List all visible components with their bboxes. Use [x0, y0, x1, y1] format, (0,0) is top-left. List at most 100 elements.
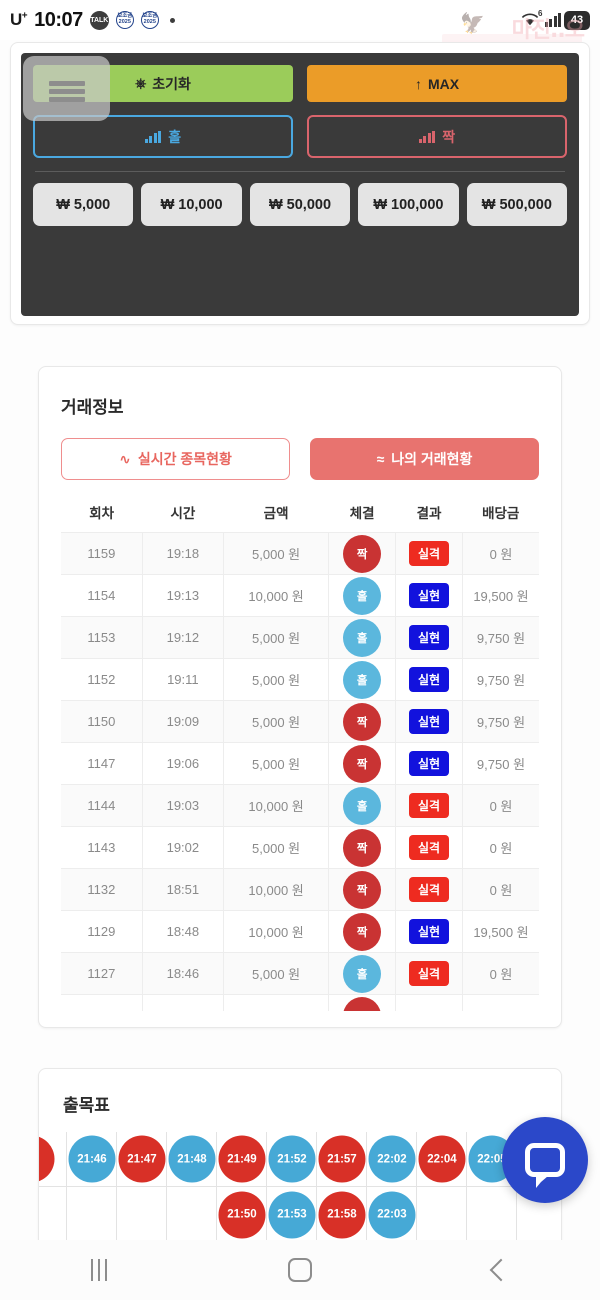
subsidy-badge-icon-2: 보조금 2025 [140, 11, 159, 29]
result-ball: 21:50 [218, 1191, 266, 1238]
chat-bubble-icon [525, 1143, 565, 1188]
amount-button-10000[interactable]: ₩ 10,000 [141, 183, 242, 226]
fill-chip: 짝 [343, 534, 382, 573]
cell-round: 1150 [61, 700, 143, 743]
cell-amount: 5,000 원 [223, 700, 330, 743]
subsidy-badge-2-bottom: 2025 [143, 19, 156, 25]
status-badge: 실현 [409, 583, 450, 608]
chart-line-icon: ∿ [119, 450, 131, 467]
carrier-label: U+ [10, 10, 28, 30]
cell-time: 19:02 [142, 826, 225, 869]
fill-chip-partial [343, 996, 382, 1011]
cell-payout: 0 원 [462, 784, 539, 827]
tab-realtime-status[interactable]: ∿ 실시간 종목현황 [61, 438, 290, 480]
cell-time: 19:03 [142, 784, 225, 827]
status-badge: 실현 [409, 919, 450, 944]
result-ball: 21:52 [268, 1135, 316, 1183]
result-chart-cell-top [39, 1132, 67, 1187]
cell-result: 실현 [395, 910, 463, 953]
max-button[interactable]: ↑ MAX [307, 65, 567, 102]
amount-button-5000[interactable]: ₩ 5,000 [33, 183, 134, 226]
status-badge: 실격 [409, 541, 450, 566]
hamburger-lines [48, 72, 85, 105]
table-row[interactable]: 1132 18:51 10,000 원 짝 실격 0 원 [61, 868, 539, 911]
hamburger-menu-icon[interactable] [23, 56, 110, 121]
result-ball: 22:02 [368, 1135, 416, 1183]
cell-payout: 19,500 원 [462, 910, 539, 953]
cell-fill: 홀 [328, 574, 397, 617]
bet-side-button-row: 홀 짝 [33, 115, 567, 158]
table-row[interactable]: 1144 19:03 10,000 원 홀 실격 0 원 [61, 784, 539, 827]
column-header-payout: 배당금 [482, 506, 520, 521]
cell-amount: 5,000 원 [223, 952, 330, 995]
table-row-partial [61, 994, 539, 1011]
fill-chip: 홀 [343, 618, 382, 657]
result-chart-cell-bottom: 21:58 [317, 1187, 367, 1242]
column-header-result: 결과 [416, 506, 442, 521]
cell-round: 1143 [61, 826, 143, 869]
result-chart-cell-bottom [417, 1187, 467, 1242]
result-chart-cell-top: 21:47 [117, 1132, 167, 1187]
cell-amount: 5,000 원 [223, 658, 330, 701]
bet-even-button[interactable]: 짝 [307, 115, 567, 158]
status-badge: 실현 [409, 709, 450, 734]
back-icon[interactable] [489, 1258, 513, 1282]
cell-fill: 짝 [328, 826, 397, 869]
result-chart-column: 22:02 22:03 [367, 1132, 417, 1242]
cell-time: 19:09 [142, 700, 225, 743]
status-badge: 실격 [409, 961, 450, 986]
result-ball: 21:46 [68, 1135, 116, 1183]
result-chart-column: 21:48 [167, 1132, 217, 1242]
cell-amount: 10,000 원 [223, 784, 330, 827]
amount-button-100000[interactable]: ₩ 100,000 [358, 183, 459, 226]
action-button-row: ⎈ 초기화 ↑ MAX [33, 65, 567, 102]
status-clock: 10:07 [34, 8, 83, 31]
table-row[interactable]: 1147 19:06 5,000 원 짝 실현 9,750 원 [61, 742, 539, 785]
result-chart-grid-wrap[interactable]: 21:46 21:47 21:48 21:49 21:50 21:52 21:53 21:57… [39, 1132, 561, 1242]
fill-chip: 홀 [343, 576, 382, 615]
table-row[interactable]: 1154 19:13 10,000 원 홀 실현 19,500 원 [61, 574, 539, 617]
result-chart-column: 21:46 [67, 1132, 117, 1242]
cell-amount: 10,000 원 [223, 574, 330, 617]
cell-payout: 0 원 [462, 868, 539, 911]
bet-odd-button[interactable]: 홀 [33, 115, 293, 158]
cell-time: 19:12 [142, 616, 225, 659]
status-badge: 실현 [409, 751, 450, 776]
table-row[interactable]: 1159 19:18 5,000 원 짝 실격 0 원 [61, 532, 539, 575]
amount-button-row: ₩ 5,000 ₩ 10,000 ₩ 50,000 ₩ 100,000 ₩ 50… [33, 183, 568, 226]
result-ball: 21:48 [168, 1135, 216, 1183]
result-chart-cell-top: 21:46 [67, 1132, 117, 1187]
recents-icon[interactable] [90, 1259, 107, 1281]
status-bar: U+ 10:07 TALK 보조금 2025 보조금 2025 6 43 [0, 0, 600, 47]
table-row[interactable]: 1127 18:46 5,000 원 홀 실격 0 원 [61, 952, 539, 995]
amount-button-500000[interactable]: ₩ 500,000 [466, 183, 568, 226]
table-row[interactable]: 1143 19:02 5,000 원 짝 실격 0 원 [61, 826, 539, 869]
table-row[interactable]: 1153 19:12 5,000 원 홀 실현 9,750 원 [61, 616, 539, 659]
cell-payout: 9,750 원 [462, 616, 539, 659]
cell-round: 1147 [61, 742, 143, 785]
subsidy-badge-2-top: 보조금 [142, 13, 158, 20]
cell-fill: 홀 [328, 952, 397, 995]
wifi-icon: 6 [520, 10, 543, 28]
home-icon[interactable] [287, 1258, 312, 1282]
cell-round: 1159 [61, 532, 143, 575]
table-row[interactable]: 1152 19:11 5,000 원 홀 실현 9,750 원 [61, 658, 539, 701]
fill-chip: 홀 [343, 660, 382, 699]
cell-result: 실격 [395, 532, 463, 575]
table-row[interactable]: 1150 19:09 5,000 원 짝 실현 9,750 원 [61, 700, 539, 743]
result-ball: 21:57 [318, 1135, 366, 1183]
result-chart-cell-bottom [117, 1187, 167, 1242]
tab-my-trades[interactable]: ≈ 나의 거래현황 [310, 438, 539, 480]
status-bar-right: 6 43 🦅 마진..오 [442, 10, 590, 47]
table-row[interactable]: 1129 18:48 10,000 원 짝 실현 19,500 원 [61, 910, 539, 953]
amount-button-50000[interactable]: ₩ 50,000 [249, 183, 351, 226]
result-chart-cell-bottom [39, 1187, 67, 1242]
status-badge: 실격 [409, 793, 450, 818]
chat-support-button[interactable] [502, 1117, 588, 1203]
result-ball [39, 1135, 55, 1183]
result-chart-cell-bottom: 21:50 [217, 1187, 267, 1242]
cell-round: 1152 [61, 658, 143, 701]
column-header-amount: 금액 [263, 506, 289, 521]
